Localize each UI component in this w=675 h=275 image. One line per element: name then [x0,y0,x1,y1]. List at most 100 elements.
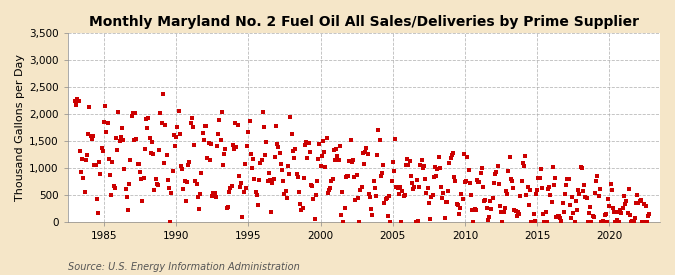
Point [486,207,497,211]
Point [522,185,533,189]
Point [489,172,500,177]
Point [506,176,516,181]
Point [162,178,173,182]
Point [356,185,367,189]
Point [395,185,406,190]
Point [331,147,342,151]
Point [508,185,518,190]
Point [306,182,317,187]
Point [153,183,163,187]
Point [357,151,368,156]
Point [564,202,575,207]
Point [605,182,616,187]
Point [526,219,537,224]
Point [211,195,221,199]
Point [412,178,423,183]
Point [291,172,302,176]
Point [392,186,403,190]
Point [598,219,609,224]
Point [632,193,643,197]
Point [74,98,84,103]
Point [130,111,140,116]
Point [573,188,584,192]
Point [591,179,601,184]
Point [362,152,373,156]
Point [246,166,257,170]
Point [578,189,589,194]
Point [196,170,207,175]
Point [201,123,212,128]
Point [157,121,167,125]
Point [543,187,554,191]
Point [205,158,215,163]
Point [433,155,444,159]
Point [238,189,249,194]
Point [544,185,555,189]
Point [177,167,188,172]
Point [449,175,460,179]
Point [380,197,391,201]
Point [622,210,633,215]
Point [265,178,275,183]
Point [297,206,308,210]
Point [77,156,88,161]
Point [346,137,356,142]
Point [232,123,243,127]
Point [504,155,515,160]
Point [589,215,599,219]
Point [189,142,200,147]
Point [180,199,191,204]
Point [589,191,600,196]
Point [262,179,273,184]
Point [105,173,115,178]
Point [283,164,294,168]
Point [279,192,290,196]
Point [406,180,417,185]
Point [521,193,532,197]
Point [244,119,255,123]
Point [246,152,256,156]
Point [166,191,177,196]
Point [288,148,298,153]
Point [580,195,591,199]
Point [623,187,634,191]
Point [439,216,450,221]
Point [427,192,438,197]
Point [284,172,295,176]
Point [240,162,250,166]
Point [448,151,458,155]
Point [319,150,329,155]
Point [213,131,223,136]
Point [349,175,360,179]
Point [172,125,183,130]
Point [506,178,517,183]
Point [346,160,357,164]
Point [461,179,472,184]
Point [278,179,289,183]
Point [426,194,437,199]
Point [637,219,647,224]
Point [259,125,269,130]
Point [134,162,144,166]
Point [173,109,184,114]
Point [570,199,581,203]
Point [455,206,466,210]
Point [563,177,574,181]
Point [517,161,528,166]
Point [185,120,196,125]
Point [95,171,106,176]
Point [314,142,325,147]
Point [532,188,543,192]
Point [529,219,540,223]
Point [212,143,223,148]
Point [192,195,203,199]
Point [82,153,92,157]
Point [529,211,539,216]
Point [294,190,304,194]
Point [391,185,402,189]
Point [321,136,332,141]
Point [157,92,168,96]
Point [203,141,214,146]
Point [266,210,277,215]
Point [303,141,314,145]
